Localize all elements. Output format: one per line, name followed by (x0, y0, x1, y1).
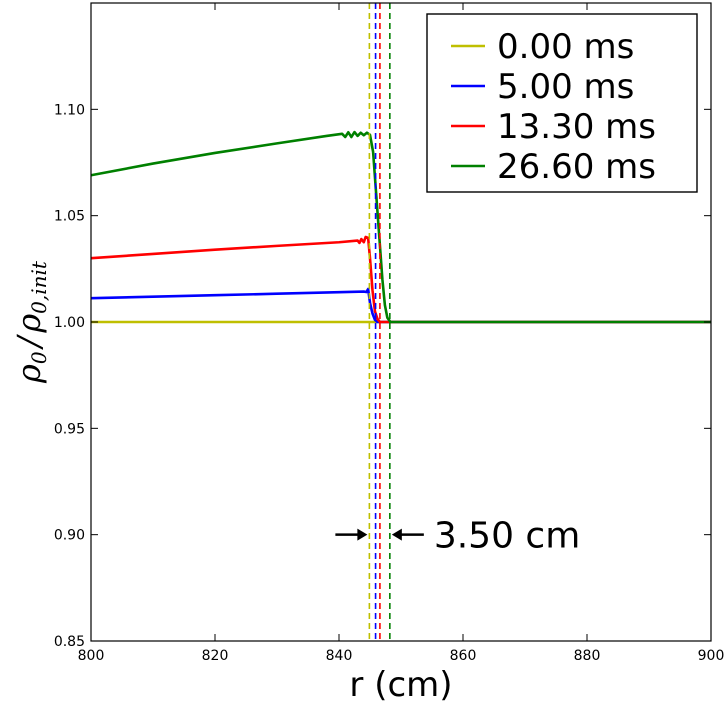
y-axis-label-slash: / (10, 333, 48, 350)
x-tick-label: 860 (450, 648, 477, 664)
x-tick-label: 820 (202, 648, 229, 664)
series-line-13-30-ms (90, 235, 711, 324)
y-tick-label: 0.85 (54, 634, 85, 650)
y-axis-label-numerator-sub: 0 (27, 351, 51, 364)
front-marker-layer (368, 3, 391, 641)
arrow-right-head (391, 528, 402, 541)
y-tick-label: 1.00 (54, 315, 85, 331)
series-line-26-60-ms (90, 130, 711, 324)
series-layer (90, 130, 711, 324)
series-line-5-00-ms (90, 287, 711, 324)
legend-label: 0.00 ms (497, 27, 634, 67)
y-tick-label: 0.95 (54, 421, 85, 437)
legend-box (426, 13, 698, 193)
x-tick-label: 800 (78, 648, 105, 664)
legend-label: 5.00 ms (497, 67, 634, 107)
x-tick-label: 900 (698, 648, 725, 664)
x-tick-label: 840 (326, 648, 353, 664)
y-axis-label-denominator-sub: 0,init (27, 260, 51, 314)
y-tick-label: 0.90 (54, 528, 85, 544)
svg-text:ρ0/ρ0,init: ρ0/ρ0,init (10, 260, 51, 384)
y-tick-label: 1.10 (54, 102, 85, 118)
y-axis-label-denominator: ρ (10, 314, 48, 334)
width-annotation-label: 3.50 cm (434, 516, 580, 557)
y-axis-label: ρ0/ρ0,init (10, 260, 51, 384)
x-tick-label: 880 (574, 648, 601, 664)
x-axis-label: r (cm) (349, 665, 452, 702)
legend-label: 26.60 ms (497, 147, 656, 187)
tick-layer: 800 820 840 860 880 900 0.85 0.90 0.95 1.00 1.05 1.… (54, 3, 725, 664)
y-axis-label-numerator: ρ (10, 364, 48, 384)
width-annotation: 3.50 cm (335, 516, 580, 557)
y-tick-label: 1.05 (54, 209, 85, 225)
arrow-left-head (357, 528, 368, 541)
legend-label: 13.30 ms (497, 107, 656, 147)
